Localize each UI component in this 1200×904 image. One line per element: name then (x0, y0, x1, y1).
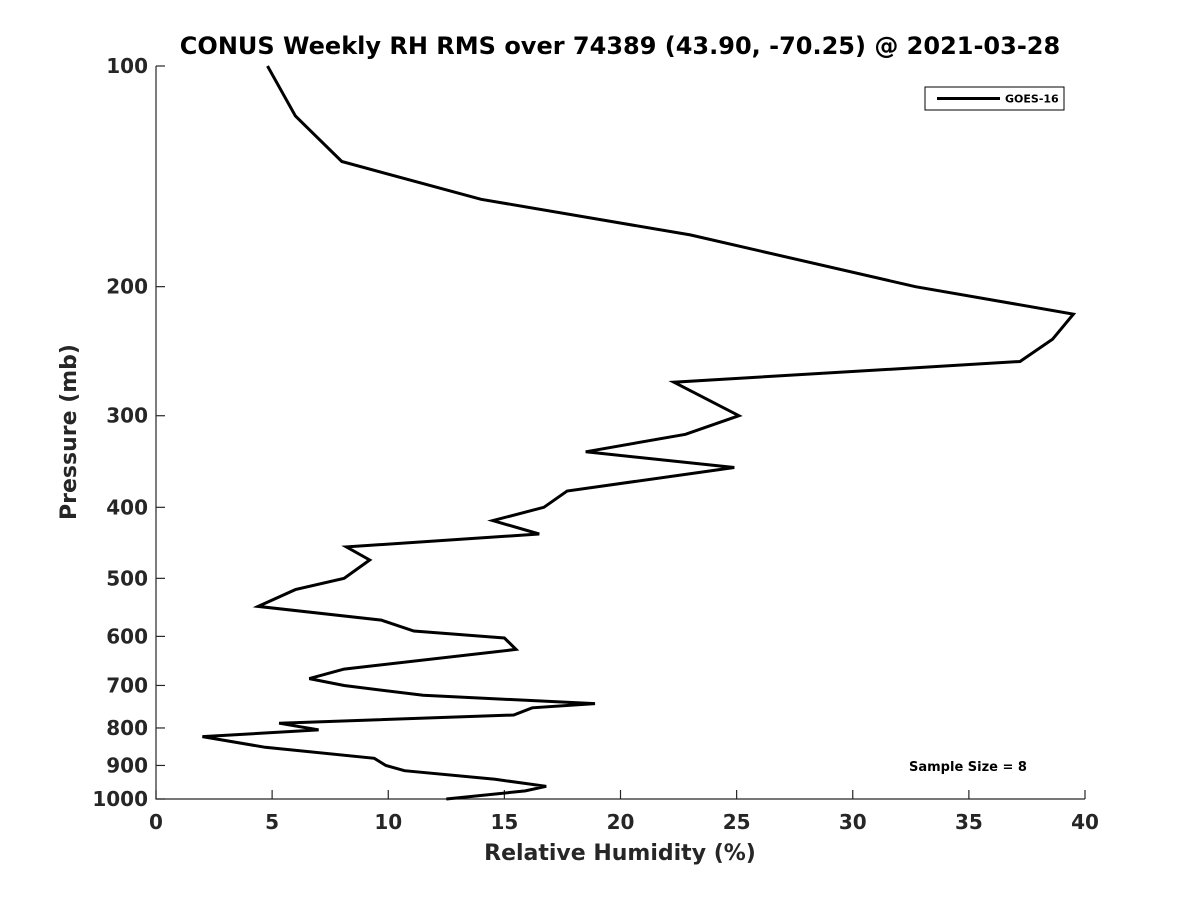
legend: GOES-16 (924, 86, 1065, 111)
axis-lines (155, 66, 1085, 800)
legend-label: GOES-16 (1005, 93, 1059, 106)
sample-size-annotation: Sample Size = 8 (909, 760, 1027, 775)
y-tick-label: 1000 (92, 787, 148, 811)
x-tick-label: 10 (374, 810, 402, 834)
y-tick-label: 100 (106, 54, 148, 78)
chart-title: CONUS Weekly RH RMS over 74389 (43.90, -… (180, 32, 1060, 60)
x-tick-label: 30 (839, 810, 867, 834)
y-tick-label: 200 (106, 275, 148, 299)
y-tick-label: 700 (106, 673, 148, 697)
y-tick-label: 500 (106, 566, 148, 590)
tick-layer: 0 5 10 15 20 25 30 35 40 100 200 300 400 500 600 700 800… (92, 54, 1099, 834)
series-line-goes-16 (202, 65, 1077, 801)
x-tick-label: 25 (723, 810, 751, 834)
y-tick-label: 400 (106, 495, 148, 519)
x-tick-label: 35 (955, 810, 983, 834)
y-axis-label: Pressure (mb) (57, 344, 82, 520)
y-tick-label: 800 (106, 716, 148, 740)
x-tick-label: 20 (607, 810, 635, 834)
y-tick-label: 300 (106, 404, 148, 428)
x-tick-label: 0 (149, 810, 163, 834)
x-tick-label: 15 (490, 810, 518, 834)
x-tick-label: 5 (265, 810, 279, 834)
y-tick-label: 600 (106, 624, 148, 648)
y-tick-label: 900 (106, 753, 148, 777)
x-axis-label: Relative Humidity (%) (484, 841, 756, 866)
x-tick-label: 40 (1071, 810, 1099, 834)
